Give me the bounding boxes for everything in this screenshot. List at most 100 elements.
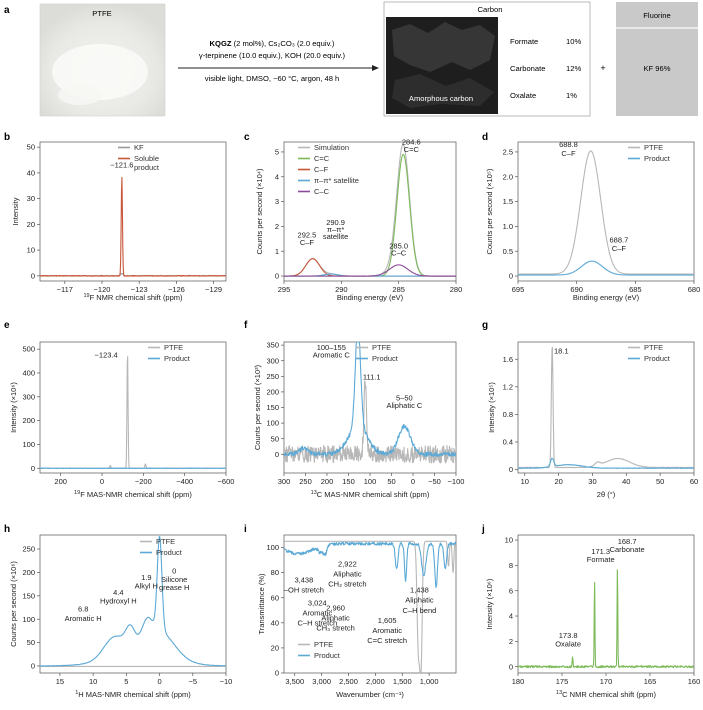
x-tick-label-j: 180 xyxy=(512,677,525,686)
annotation-i-8: 2,960 xyxy=(326,603,345,612)
y-axis-label-h: Counts per second (×10⁶) xyxy=(9,561,18,647)
annotation-f-0: 100–155 xyxy=(317,343,346,352)
x-tick-label-g: 40 xyxy=(622,477,630,486)
annotation-h-5: Alkyl H xyxy=(135,581,158,590)
panel-label-h: h xyxy=(4,524,10,535)
carbon-flakes-2 xyxy=(392,74,494,108)
carbon-box: Carbon Amorphous carbon Formate 10% Carbon… xyxy=(383,1,591,117)
plot-frame-b xyxy=(39,141,227,282)
y-tick-label-d: 2.5 xyxy=(503,148,513,157)
y-tick-label-f: 0 xyxy=(275,450,279,459)
annotation-i-13: C=C stretch xyxy=(367,636,407,645)
conditions-line-3: visible light, DMSO, ~60 °C, argon, 48 h xyxy=(205,74,340,83)
x-tick-label-f: 250 xyxy=(299,477,312,486)
series-line-h-product xyxy=(40,535,226,667)
legend-label-c: C–C xyxy=(314,187,330,196)
annotation-i-9: Aliphatic xyxy=(321,613,350,622)
y-tick-label-j: 6 xyxy=(509,586,513,595)
x-tick-label-h: −10 xyxy=(220,677,233,686)
x-axis-label-text-b: F NMR chemical shift (ppm) xyxy=(90,293,183,302)
annotation-c-4: 290.9 xyxy=(326,218,345,227)
y-tick-label-d: 0 xyxy=(509,272,513,281)
y-tick-label-j: 8 xyxy=(509,561,513,570)
x-tick-label-f: 300 xyxy=(278,477,291,486)
x-tick-label-i: 2,000 xyxy=(366,677,385,686)
y-axis-label-e: Intensity (×10⁶) xyxy=(9,382,18,433)
ptfe-photo xyxy=(39,3,166,117)
y-tick-label-j: 0 xyxy=(509,662,513,671)
y-tick-label-f: 150 xyxy=(266,403,279,412)
legend-label-e: Product xyxy=(164,354,191,363)
y-tick-label-b: 50 xyxy=(27,143,35,152)
x-tick-label-d: 695 xyxy=(512,285,525,294)
x-tick-label-b: −120 xyxy=(94,285,111,294)
fluorine-header: Fluorine xyxy=(643,11,670,20)
x-tick-label-c: 295 xyxy=(278,285,291,294)
panel-label-b: b xyxy=(4,132,10,143)
x-axis-label-j: 13C NMR chemical shift (ppm) xyxy=(556,690,656,699)
carbon-header: Carbon xyxy=(478,5,503,14)
x-tick-label-i: 2,500 xyxy=(339,677,358,686)
panel-c: c 295 290 285 280 0 1 2 3 4 5 Binding energy (eV) Co… xyxy=(244,132,462,302)
annotation-j-1: Carbonate xyxy=(610,545,645,554)
x-tick-label-e: −200 xyxy=(135,477,152,486)
series-line-f-ptfe xyxy=(284,380,456,464)
x-tick-label-h: 10 xyxy=(89,677,97,686)
plus-sign: + xyxy=(600,63,605,73)
annotation-j-3: Formate xyxy=(587,555,615,564)
x-axis-label-i: Wavenumber (cm⁻¹) xyxy=(336,690,404,699)
x-tick-label-c: 285 xyxy=(392,285,405,294)
x-tick-label-j: 170 xyxy=(600,677,613,686)
ptfe-photo-label: PTFE xyxy=(92,9,111,18)
conditions-line-1: KQGZ (2 mol%), Cs₂CO₃ (2.0 equiv.) xyxy=(210,39,335,48)
legend-label-g: PTFE xyxy=(644,343,663,352)
series-line-c-c-f xyxy=(284,258,456,277)
annotation-c-7: 285.0 xyxy=(389,242,408,251)
annotation-f-2: 111.1 xyxy=(363,372,381,381)
annotation-d-2: 688.7 xyxy=(610,235,629,244)
annotation-d-3: C–F xyxy=(612,244,627,253)
y-tick-label-b: 40 xyxy=(27,168,35,177)
y-axis-label-f: Counts per second (×10³) xyxy=(253,364,262,450)
y-tick-label-i: 60 xyxy=(271,593,279,602)
y-tick-label-j: 10 xyxy=(505,536,513,545)
series-line-i-ptfe xyxy=(284,540,456,673)
panel-d: d 695 690 685 680 0 0.5 1.0 1.5 2.0 2.5 Binding ene… xyxy=(482,132,700,302)
plot-frame-h xyxy=(39,534,227,674)
x-axis-label-text-j: C NMR chemical shift (ppm) xyxy=(562,690,656,699)
annotation-c-2: 292.5 xyxy=(298,231,317,240)
product-name-carbonate: Carbonate xyxy=(510,64,545,73)
panel-label-g: g xyxy=(482,320,488,331)
annotation-j-4: 173.8 xyxy=(559,631,578,640)
series-line-e-ptfe xyxy=(40,355,226,469)
product-yield-formate: 10% xyxy=(566,37,581,46)
x-tick-label-d: 685 xyxy=(629,285,642,294)
annotation-h-2: 4.4 xyxy=(113,588,123,597)
plot-frame-i xyxy=(283,534,457,674)
panel-a: a PTFE KQGZ (2 mol%), Cs₂CO₃ (2.0 equiv.… xyxy=(4,1,698,117)
x-tick-label-i: 1,000 xyxy=(420,677,439,686)
y-tick-label-c: 0 xyxy=(275,272,279,281)
annotation-c-1: C=C xyxy=(404,145,420,154)
x-tick-label-e: 0 xyxy=(100,477,104,486)
legend-label-c: C–F xyxy=(314,165,329,174)
panel-label-f: f xyxy=(244,320,248,331)
y-tick-label-i: 100 xyxy=(266,543,279,552)
y-tick-label-b: 0 xyxy=(31,271,35,280)
annotation-i-3: Aromatic xyxy=(303,608,333,617)
y-tick-label-f: 100 xyxy=(266,419,279,428)
x-tick-label-h: −5 xyxy=(189,677,198,686)
annotation-h-4: 1.9 xyxy=(141,573,151,582)
x-tick-label-h: 15 xyxy=(56,677,64,686)
y-tick-label-e: 200 xyxy=(22,416,35,425)
x-tick-label-g: 20 xyxy=(554,477,562,486)
y-tick-label-j: 4 xyxy=(509,612,513,621)
annotation-j-0: 168.7 xyxy=(618,537,637,546)
annotation-e-0: −123.4 xyxy=(95,350,118,359)
annotation-c-0: 284.6 xyxy=(402,137,421,146)
x-tick-label-g: 10 xyxy=(521,477,529,486)
fluorine-value: KF 96% xyxy=(643,64,670,73)
y-tick-label-c: 3 xyxy=(275,197,279,206)
